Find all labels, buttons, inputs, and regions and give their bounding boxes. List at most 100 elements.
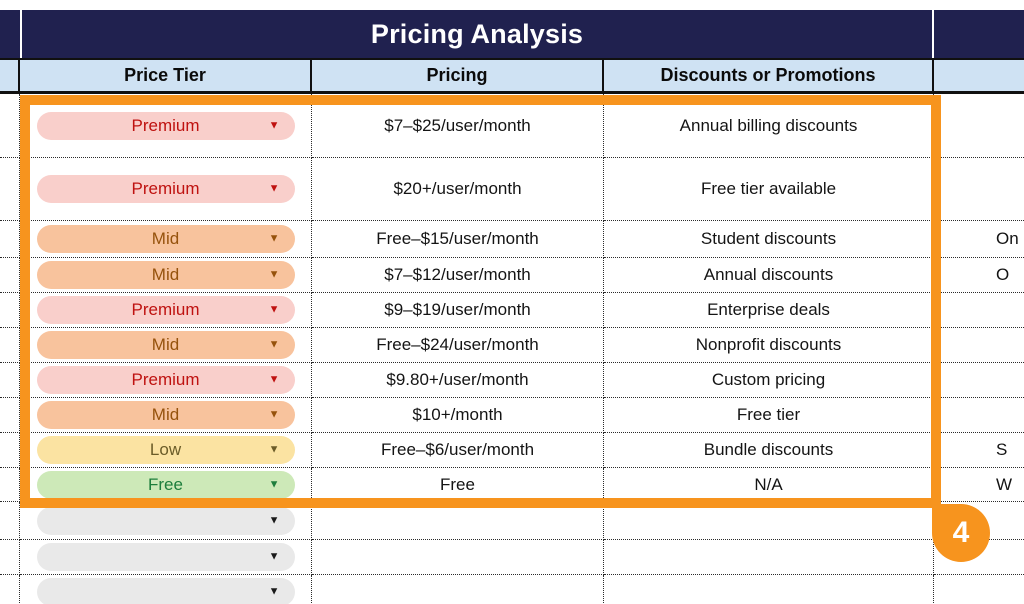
- table-row: Premium ▼ $7–$25/user/month Annual billing …: [0, 94, 1024, 158]
- table-row: Premium ▼ $9–$19/user/month Enterprise deal…: [0, 293, 1024, 328]
- discounts-cell: Free tier: [604, 398, 934, 433]
- table-row: ▼: [0, 502, 1024, 540]
- price-tier-dropdown[interactable]: ▼: [36, 577, 295, 604]
- table-row: Mid ▼ $10+/month Free tier: [0, 398, 1024, 433]
- price-tier-dropdown[interactable]: ▼: [36, 506, 295, 535]
- next-column-cell: [934, 328, 1024, 363]
- table-row: Mid ▼ Free–$15/user/month Student discounts…: [0, 221, 1024, 258]
- pricing-cell: $7–$25/user/month: [312, 94, 604, 158]
- price-tier-label: Mid: [151, 265, 180, 284]
- next-column-cell: [934, 94, 1024, 158]
- next-column-cell: W: [934, 468, 1024, 502]
- discounts-cell: N/A: [604, 468, 934, 502]
- price-tier-label: Premium: [131, 300, 200, 319]
- discounts-cell: Annual billing discounts: [604, 94, 934, 158]
- price-tier-cell: Free ▼: [20, 468, 312, 502]
- price-tier-cell: ▼: [20, 575, 312, 604]
- column-header-price-tier: Price Tier: [20, 60, 312, 91]
- price-tier-dropdown[interactable]: Premium ▼: [36, 175, 295, 203]
- row-gutter-header: [0, 60, 20, 91]
- dropdown-arrow-icon: ▼: [268, 585, 280, 597]
- column-header-row: Price Tier Pricing Discounts or Promotio…: [0, 58, 1024, 94]
- top-margin: [0, 0, 1024, 10]
- price-tier-cell: Low ▼: [20, 433, 312, 468]
- dropdown-arrow-icon: ▼: [268, 119, 280, 131]
- price-tier-label: Mid: [151, 405, 180, 424]
- price-tier-cell: Mid ▼: [20, 258, 312, 293]
- price-tier-label: Premium: [131, 115, 200, 135]
- price-tier-cell: Premium ▼: [20, 363, 312, 398]
- table-row: Low ▼ Free–$6/user/month Bundle discounts S: [0, 433, 1024, 468]
- discounts-cell: Enterprise deals: [604, 293, 934, 328]
- row-gutter-cell: [0, 502, 20, 540]
- price-tier-dropdown[interactable]: Mid ▼: [36, 225, 295, 253]
- pricing-cell: Free–$6/user/month: [312, 433, 604, 468]
- title-band-divider-right: [932, 10, 934, 58]
- pricing-cell: Free–$15/user/month: [312, 221, 604, 258]
- price-tier-dropdown[interactable]: Premium ▼: [36, 111, 295, 140]
- dropdown-arrow-icon: ▼: [268, 478, 280, 490]
- row-gutter-cell: [0, 94, 20, 158]
- table-row: ▼: [0, 575, 1024, 604]
- dropdown-arrow-icon: ▼: [268, 338, 280, 351]
- next-column-cell: O: [934, 258, 1024, 293]
- next-column-cell: [934, 540, 1024, 575]
- discounts-cell: Annual discounts: [604, 258, 934, 293]
- row-gutter-cell: [0, 363, 20, 398]
- pricing-cell: [312, 540, 604, 575]
- price-tier-cell: Premium ▼: [20, 158, 312, 221]
- table-row: Free ▼ Free N/A W: [0, 468, 1024, 502]
- row-gutter-cell: [0, 468, 20, 502]
- price-tier-label: Mid: [151, 229, 180, 248]
- title-band: Pricing Analysis: [0, 10, 1024, 58]
- discounts-cell: Bundle discounts: [604, 433, 934, 468]
- price-tier-cell: Premium ▼: [20, 94, 312, 158]
- next-column-cell: S: [934, 433, 1024, 468]
- next-column-cell: [934, 363, 1024, 398]
- row-gutter-cell: [0, 158, 20, 221]
- dropdown-arrow-icon: ▼: [268, 232, 280, 245]
- pricing-cell: Free–$24/user/month: [312, 328, 604, 363]
- discounts-cell: Nonprofit discounts: [604, 328, 934, 363]
- discounts-cell: Student discounts: [604, 221, 934, 258]
- price-tier-label: Free: [148, 474, 183, 494]
- price-tier-dropdown[interactable]: Mid ▼: [36, 401, 295, 429]
- discounts-cell: Custom pricing: [604, 363, 934, 398]
- pricing-cell: $20+/user/month: [312, 158, 604, 221]
- dropdown-arrow-icon: ▼: [268, 268, 280, 281]
- price-tier-dropdown[interactable]: Mid ▼: [36, 331, 295, 359]
- dropdown-arrow-icon: ▼: [268, 514, 280, 526]
- row-gutter-cell: [0, 398, 20, 433]
- price-tier-dropdown[interactable]: ▼: [36, 543, 295, 571]
- price-tier-dropdown[interactable]: Premium ▼: [36, 296, 295, 324]
- next-column-cell: On: [934, 221, 1024, 258]
- title-band-divider-left: [20, 10, 22, 58]
- dropdown-arrow-icon: ▼: [268, 408, 280, 421]
- price-tier-dropdown[interactable]: Free ▼: [36, 470, 295, 499]
- price-tier-cell: Mid ▼: [20, 398, 312, 433]
- table-row: Premium ▼ $9.80+/user/month Custom pricing: [0, 363, 1024, 398]
- price-tier-dropdown[interactable]: Mid ▼: [36, 261, 295, 289]
- pricing-cell: $9–$19/user/month: [312, 293, 604, 328]
- price-tier-dropdown[interactable]: Low ▼: [36, 436, 295, 464]
- column-header-discounts: Discounts or Promotions: [604, 60, 934, 91]
- pricing-cell: $9.80+/user/month: [312, 363, 604, 398]
- discounts-cell: Free tier available: [604, 158, 934, 221]
- page-title: Pricing Analysis: [370, 18, 584, 49]
- row-gutter-cell: [0, 293, 20, 328]
- discounts-cell: [604, 575, 934, 604]
- price-tier-cell: ▼: [20, 502, 312, 540]
- row-gutter-cell: [0, 433, 20, 468]
- next-column-cell: [934, 575, 1024, 604]
- price-tier-label: Low: [149, 440, 182, 459]
- price-tier-dropdown[interactable]: Premium ▼: [36, 366, 295, 394]
- price-tier-label: Premium: [131, 370, 200, 389]
- pricing-cell: Free: [312, 468, 604, 502]
- dropdown-arrow-icon: ▼: [268, 303, 280, 316]
- next-column-cell: [934, 158, 1024, 221]
- price-tier-cell: Mid ▼: [20, 328, 312, 363]
- price-tier-label: Premium: [131, 179, 200, 198]
- next-column-cell: [934, 398, 1024, 433]
- row-gutter-cell: [0, 258, 20, 293]
